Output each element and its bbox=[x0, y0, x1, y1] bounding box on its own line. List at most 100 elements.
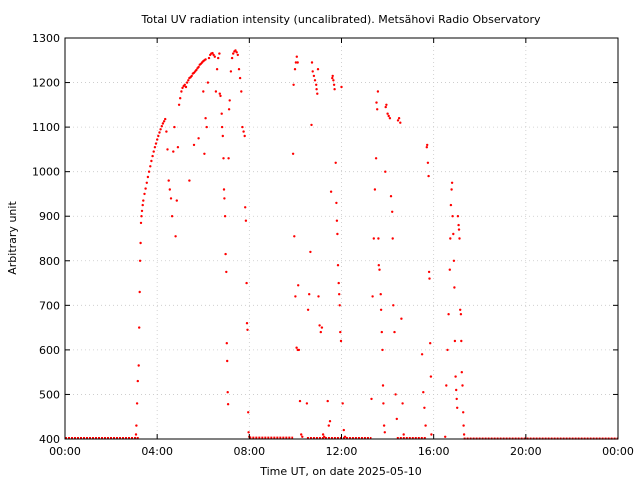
data-point bbox=[386, 112, 389, 115]
data-point bbox=[399, 121, 402, 124]
data-point bbox=[450, 188, 453, 191]
data-point bbox=[296, 61, 299, 64]
data-point bbox=[136, 379, 139, 383]
y-tick-label: 900 bbox=[39, 210, 60, 223]
data-point bbox=[379, 293, 382, 296]
data-point bbox=[154, 142, 158, 145]
data-point bbox=[176, 146, 180, 149]
data-point bbox=[197, 65, 200, 69]
data-point bbox=[389, 195, 393, 198]
data-point bbox=[456, 215, 460, 218]
data-point bbox=[222, 157, 225, 160]
data-point bbox=[140, 215, 143, 218]
data-point bbox=[226, 359, 229, 363]
data-point bbox=[241, 125, 244, 129]
data-point bbox=[150, 159, 153, 163]
data-point bbox=[316, 92, 319, 95]
data-point bbox=[430, 433, 433, 436]
data-point bbox=[240, 90, 243, 93]
data-point bbox=[459, 308, 462, 311]
data-point bbox=[331, 74, 334, 78]
data-point bbox=[137, 364, 140, 367]
data-point bbox=[317, 295, 320, 298]
data-point bbox=[234, 49, 237, 52]
data-point bbox=[301, 435, 304, 438]
data-point bbox=[460, 371, 463, 374]
data-point bbox=[159, 128, 162, 131]
data-point bbox=[244, 206, 247, 209]
data-point bbox=[384, 105, 387, 109]
data-point bbox=[143, 192, 146, 196]
data-point bbox=[217, 56, 220, 60]
y-tick-label: 800 bbox=[39, 255, 60, 268]
data-point bbox=[370, 397, 373, 401]
data-point bbox=[305, 402, 309, 405]
data-point bbox=[164, 117, 167, 121]
data-point bbox=[205, 125, 208, 129]
data-point bbox=[226, 391, 229, 394]
data-point bbox=[147, 170, 151, 173]
data-point bbox=[426, 143, 429, 147]
data-point bbox=[226, 403, 230, 406]
x-tick-label: 08:00 bbox=[233, 445, 265, 458]
data-point bbox=[175, 199, 178, 202]
data-point bbox=[462, 424, 465, 427]
data-point bbox=[242, 130, 245, 133]
data-point bbox=[445, 384, 448, 387]
data-point bbox=[380, 330, 383, 334]
data-point bbox=[197, 137, 200, 140]
y-tick-label: 400 bbox=[39, 433, 60, 446]
data-point bbox=[451, 215, 454, 218]
data-point bbox=[169, 197, 173, 200]
data-point bbox=[423, 406, 426, 409]
data-point bbox=[181, 86, 184, 90]
data-point bbox=[308, 293, 311, 296]
data-point bbox=[391, 210, 394, 213]
data-point bbox=[228, 99, 231, 102]
data-point bbox=[449, 203, 453, 207]
data-point bbox=[161, 122, 165, 125]
data-point bbox=[447, 313, 450, 316]
data-point bbox=[387, 114, 390, 118]
data-point bbox=[229, 70, 233, 73]
data-point bbox=[149, 165, 152, 168]
data-point bbox=[192, 143, 196, 147]
data-points bbox=[134, 49, 466, 440]
data-point bbox=[140, 209, 144, 213]
data-point bbox=[453, 286, 456, 289]
x-axis-title: Time UT, on date 2025-05-10 bbox=[259, 465, 422, 478]
data-point bbox=[177, 103, 181, 107]
data-point bbox=[316, 68, 320, 71]
x-tick-label: 04:00 bbox=[141, 445, 173, 458]
x-tick-label: 12:00 bbox=[326, 445, 358, 458]
data-point bbox=[294, 61, 298, 64]
y-tick-label: 1200 bbox=[32, 77, 60, 90]
data-point bbox=[375, 101, 378, 104]
data-point bbox=[160, 125, 163, 128]
data-point bbox=[373, 188, 377, 191]
data-point bbox=[394, 393, 397, 396]
data-point bbox=[202, 90, 205, 93]
data-point bbox=[223, 197, 226, 200]
data-point bbox=[152, 150, 155, 153]
data-point bbox=[298, 399, 302, 403]
data-point bbox=[331, 76, 334, 80]
data-point bbox=[310, 123, 313, 127]
data-point bbox=[312, 74, 316, 78]
data-point bbox=[461, 384, 464, 387]
data-point bbox=[145, 181, 148, 184]
data-point bbox=[379, 308, 383, 311]
data-point bbox=[184, 85, 188, 89]
data-point bbox=[429, 342, 432, 345]
data-point bbox=[400, 317, 403, 320]
data-point bbox=[135, 402, 139, 405]
data-point bbox=[428, 277, 431, 280]
data-point bbox=[165, 130, 168, 133]
data-point bbox=[383, 431, 386, 434]
x-tick-label: 00:00 bbox=[49, 445, 81, 458]
data-point bbox=[297, 284, 300, 287]
data-point bbox=[173, 125, 176, 129]
y-tick-label: 1100 bbox=[32, 121, 60, 134]
data-point bbox=[245, 322, 249, 325]
